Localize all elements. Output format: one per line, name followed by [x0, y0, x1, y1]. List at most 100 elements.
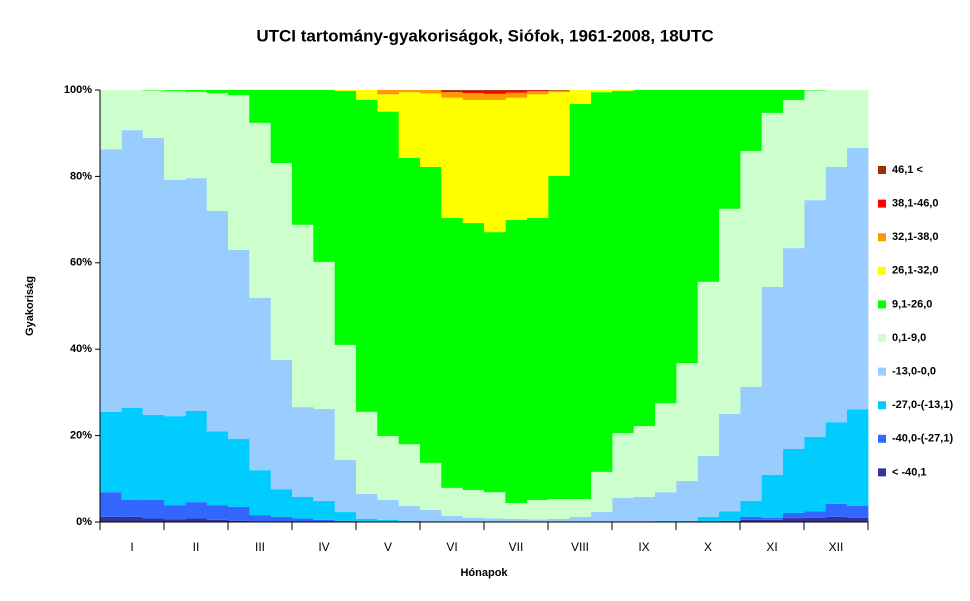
area-segment — [270, 516, 293, 522]
area-segment — [164, 90, 186, 180]
area-segment — [804, 436, 826, 512]
legend-label: 32,1-38,0 — [892, 231, 938, 243]
area-segment — [761, 112, 784, 287]
area-segment — [484, 99, 506, 233]
area-segment — [484, 518, 506, 522]
area-segment — [356, 493, 378, 519]
area-segment — [804, 90, 826, 201]
area-segment — [654, 403, 677, 493]
legend-swatch — [878, 266, 886, 275]
area-segment — [313, 90, 336, 262]
area-segment — [825, 503, 848, 517]
area-segment — [462, 490, 485, 518]
area-segment — [206, 519, 229, 522]
area-segment — [462, 517, 485, 522]
area-segment — [377, 90, 400, 95]
x-tick-label: II — [193, 540, 200, 554]
area-segment — [334, 512, 357, 521]
area-segment — [740, 150, 762, 387]
area-segment — [398, 157, 421, 445]
area-segment — [398, 506, 421, 521]
legend-swatch — [878, 199, 886, 208]
area-segment — [825, 422, 848, 504]
area-segment — [270, 90, 293, 164]
legend-swatch — [878, 300, 886, 309]
area-segment — [356, 518, 378, 522]
area-segment — [249, 90, 272, 123]
area-segment — [185, 178, 208, 411]
area-segment — [398, 444, 421, 507]
area-segment — [462, 99, 485, 224]
area-segment — [228, 90, 250, 96]
area-segment — [185, 518, 208, 522]
area-segment — [633, 426, 656, 497]
area-segment — [740, 90, 762, 151]
area-segment — [121, 499, 144, 517]
x-tick-label: X — [704, 540, 712, 554]
y-tick-label: 80% — [70, 170, 92, 182]
area-segment — [846, 147, 869, 410]
area-segment — [676, 363, 698, 481]
area-segment — [526, 217, 549, 500]
area-segment — [505, 97, 528, 221]
area-segment — [334, 520, 357, 522]
area-segment — [206, 431, 229, 506]
area-segment — [334, 90, 357, 91]
area-segment — [164, 416, 186, 506]
area-segment — [270, 360, 293, 490]
area-segment — [164, 519, 186, 522]
legend-label: -40,0-(-27,1) — [892, 433, 953, 445]
area-segment — [740, 516, 762, 520]
area-segment — [718, 520, 741, 522]
area-segment — [185, 410, 208, 503]
area-segment — [100, 149, 122, 412]
area-segment — [313, 519, 336, 522]
area-segment — [441, 92, 464, 98]
legend-swatch — [878, 434, 886, 443]
area-segment — [420, 166, 442, 463]
legend-swatch — [878, 334, 886, 342]
legend-swatch — [878, 401, 886, 410]
area-segment — [676, 520, 698, 522]
area-segment — [782, 518, 805, 522]
x-tick-label: I — [130, 540, 133, 554]
area-segment — [846, 506, 869, 518]
legend-swatch — [878, 367, 886, 376]
area-segment — [697, 455, 720, 517]
area-segment — [313, 408, 336, 501]
area-segment — [782, 90, 805, 100]
area-segment — [548, 499, 570, 519]
area-segment — [505, 92, 528, 98]
area-segment — [377, 94, 400, 112]
x-tick-label: VIII — [571, 540, 589, 554]
axes: 0%20%40%60%80%100%I II III IV V VI VII VIII IX X X… — [64, 84, 869, 554]
area-segment — [548, 175, 570, 500]
area-segment — [654, 520, 677, 522]
area-segment — [804, 511, 826, 518]
area-segment — [441, 487, 464, 516]
area-segment — [718, 414, 741, 512]
area-segment — [100, 516, 122, 522]
area-segment — [121, 130, 144, 408]
y-tick-label: 40% — [70, 343, 92, 355]
area-segment — [569, 499, 592, 517]
area-segment — [249, 515, 272, 522]
area-segment — [548, 90, 570, 93]
area-segment — [718, 511, 741, 521]
legend-label: 26,1-32,0 — [892, 265, 938, 277]
area-segment — [270, 163, 293, 360]
area-segment — [782, 512, 805, 519]
area-segment — [142, 518, 165, 522]
area-segment — [569, 516, 592, 522]
area-segment — [825, 516, 848, 522]
area-segment — [761, 286, 784, 475]
area-segment — [782, 99, 805, 249]
legend-label: 9,1-26,0 — [892, 298, 932, 310]
area-segment — [548, 518, 570, 522]
area-segment — [121, 90, 144, 131]
area-segment — [164, 179, 186, 417]
area-segment — [206, 210, 229, 432]
area-segment — [505, 518, 528, 522]
area-segment — [249, 122, 272, 298]
area-segment — [569, 103, 592, 500]
